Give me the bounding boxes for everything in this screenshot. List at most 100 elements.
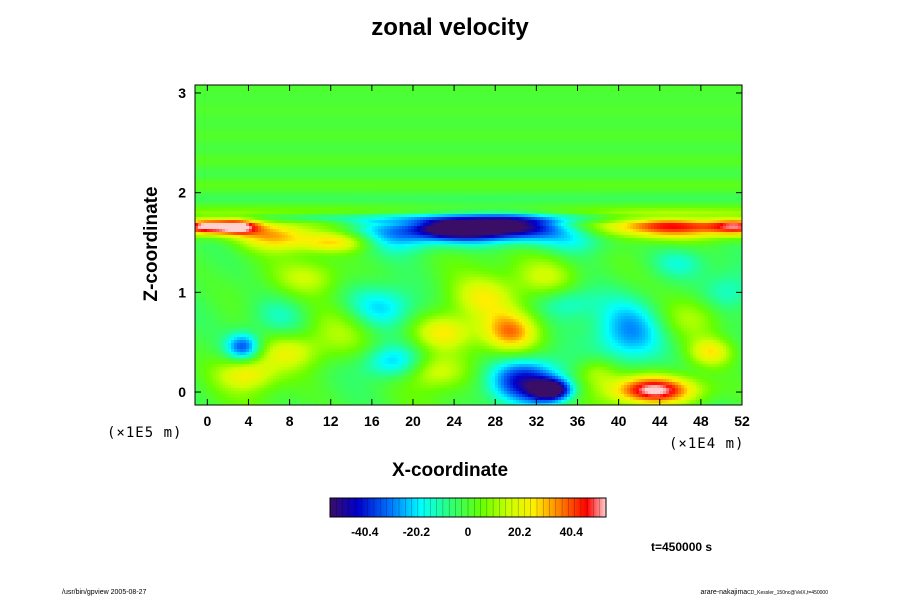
heatmap-cell [393,142,396,145]
heatmap-cell [615,121,618,124]
heatmap-cell [471,103,474,106]
heatmap-cell [531,157,534,160]
heatmap-cell [672,154,675,157]
heatmap-cell [633,91,636,94]
heatmap-cell [210,100,213,103]
heatmap-cell [498,157,501,160]
heatmap-cell [543,124,546,127]
heatmap-cell [573,136,576,139]
heatmap-cell [297,145,300,148]
heatmap-cell [294,121,297,124]
heatmap-cell [663,136,666,139]
heatmap-cell [477,88,480,91]
heatmap-cell [729,133,732,136]
heatmap-cell [240,148,243,151]
heatmap-cell [507,121,510,124]
heatmap-cell [408,109,411,112]
heatmap-cell [678,130,681,133]
heatmap-cell [273,130,276,133]
heatmap-cell [459,106,462,109]
heatmap-cell [606,130,609,133]
heatmap-cell [393,145,396,148]
heatmap-cell [666,103,669,106]
heatmap-cell [378,127,381,130]
heatmap-cell [381,124,384,127]
heatmap-cell [282,145,285,148]
heatmap-cell [600,127,603,130]
heatmap-cell [270,130,273,133]
heatmap-cell [603,109,606,112]
heatmap-cell [465,88,468,91]
heatmap-cell [336,154,339,157]
heatmap-cell [450,127,453,130]
heatmap-cell [645,136,648,139]
heatmap-cell [600,94,603,97]
heatmap-cell [360,139,363,142]
heatmap-cell [696,148,699,151]
heatmap-cell [471,118,474,121]
heatmap-cell [486,148,489,151]
heatmap-cell [273,136,276,139]
heatmap-cell [678,109,681,112]
heatmap-cell [642,91,645,94]
heatmap-cell [447,106,450,109]
heatmap-cell [492,97,495,100]
heatmap-cell [492,163,495,166]
heatmap-cell [468,139,471,142]
heatmap-cell [735,130,738,133]
heatmap-cell [687,157,690,160]
heatmap-cell [738,100,741,103]
heatmap-cell [291,103,294,106]
heatmap-cell [627,106,630,109]
heatmap-cell [318,154,321,157]
heatmap-cell [327,106,330,109]
heatmap-cell [675,91,678,94]
heatmap-cell [282,157,285,160]
heatmap-cell [540,91,543,94]
heatmap-cell [492,130,495,133]
heatmap-cell [318,115,321,118]
heatmap-cell [387,136,390,139]
heatmap-cell [603,142,606,145]
heatmap-cell [312,103,315,106]
heatmap-cell [378,97,381,100]
heatmap-cell [666,130,669,133]
heatmap-cell [618,127,621,130]
heatmap-cell [336,106,339,109]
heatmap-cell [486,88,489,91]
heatmap-cell [375,94,378,97]
heatmap-cell [453,139,456,142]
heatmap-cell [696,118,699,121]
heatmap-cell [702,133,705,136]
heatmap-cell [405,139,408,142]
heatmap-cell [738,145,741,148]
heatmap-cell [249,160,252,163]
heatmap-cell [231,163,234,166]
heatmap-cell [372,130,375,133]
heatmap-cell [348,97,351,100]
heatmap-cell [351,121,354,124]
heatmap-cell [471,151,474,154]
heatmap-cell [537,151,540,154]
heatmap-cell [510,142,513,145]
heatmap-cell [219,154,222,157]
heatmap-cell [411,154,414,157]
heatmap-cell [447,157,450,160]
heatmap-cell [561,130,564,133]
heatmap-cell [498,103,501,106]
heatmap-cell [201,124,204,127]
heatmap-cell [690,136,693,139]
heatmap-cell [612,106,615,109]
heatmap-cell [276,133,279,136]
heatmap-cell [243,103,246,106]
heatmap-cell [669,148,672,151]
heatmap-cell [696,100,699,103]
heatmap-cell [588,100,591,103]
heatmap-cell [480,136,483,139]
heatmap-cell [591,109,594,112]
heatmap-cell [609,97,612,100]
heatmap-cell [672,145,675,148]
heatmap-cell [669,142,672,145]
heatmap-cell [621,145,624,148]
heatmap-cell [564,115,567,118]
